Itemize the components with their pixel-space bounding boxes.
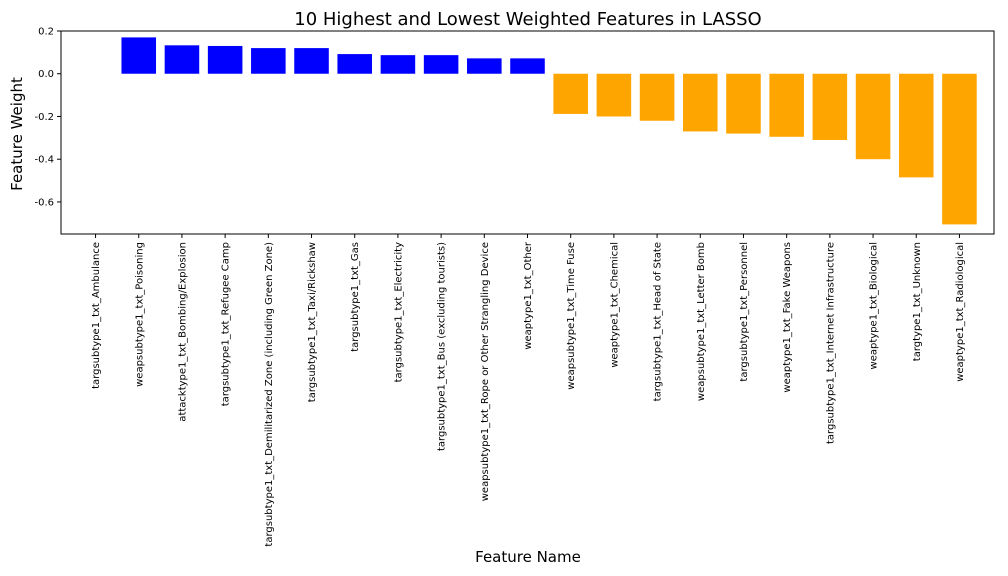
bar — [812, 73, 848, 140]
x-tick-label: weaptype1_txt_Chemical — [609, 242, 620, 368]
x-tick-label: weapsubtype1_txt_Time Fuse — [566, 242, 577, 390]
bar — [423, 55, 459, 74]
x-tick-label: targsubtype1_txt_Head of State — [653, 242, 664, 401]
x-tick-label: targsubtype1_txt_Demilitarized Zone (inc… — [264, 242, 275, 547]
y-tick-label: -0.2 — [34, 112, 54, 123]
x-tick-label: weaptype1_txt_Fake Weapons — [782, 242, 793, 393]
bar — [855, 73, 891, 160]
x-tick-label: attacktype1_txt_Bombing/Explosion — [177, 242, 188, 422]
x-tick-label: targtype1_txt_Unknown — [912, 242, 923, 361]
bar — [380, 55, 416, 74]
y-tick-label: -0.6 — [34, 197, 54, 208]
bar — [467, 58, 502, 74]
chart-title: 10 Highest and Lowest Weighted Features … — [294, 9, 761, 30]
x-tick-label: targsubtype1_txt_Personnel — [739, 242, 750, 382]
bar — [726, 73, 761, 134]
bar — [596, 73, 632, 117]
plot-area: targsubtype1_txt_Ambulance weapsubtype1_t… — [34, 27, 977, 547]
x-tick-label: targsubtype1_txt_Ambulance — [91, 242, 102, 389]
x-tick-label: weaptype1_txt_Biological — [869, 242, 880, 369]
x-tick-label: targsubtype1_txt_Gas — [350, 242, 361, 352]
bar — [898, 73, 934, 178]
y-tick-label: 0.0 — [38, 69, 54, 80]
y-tick-label: -0.4 — [34, 155, 54, 166]
x-tick-label: weaptype1_txt_Other — [523, 241, 534, 350]
x-tick-label: weaptype1_txt_Radiological — [955, 242, 966, 382]
bar — [121, 37, 157, 74]
x-tick-label: targsubtype1_txt_Electricity — [393, 242, 404, 382]
bar — [683, 73, 718, 132]
bar — [769, 73, 804, 137]
bar — [510, 58, 545, 74]
bar — [164, 45, 200, 74]
y-axis-label: Feature Weight — [8, 77, 26, 191]
x-tick-label: targsubtype1_txt_Bus (excluding tourists… — [437, 242, 448, 451]
x-tick-label: weapsubtype1_txt_Rope or Other Stranglin… — [480, 242, 491, 501]
bar — [942, 73, 977, 225]
bar — [207, 45, 243, 74]
bar — [553, 73, 588, 114]
axes-frame — [60, 30, 995, 235]
bar — [639, 73, 675, 121]
bar — [251, 48, 286, 74]
x-axis-label: Feature Name — [475, 548, 581, 566]
x-tick-label: targsubtype1_txt_Internet Infrastructure — [825, 242, 836, 444]
y-tick-label: 0.2 — [38, 27, 54, 38]
bar — [337, 54, 372, 74]
bar — [294, 48, 329, 74]
x-tick-label: weapsubtype1_txt_Poisoning — [134, 242, 145, 387]
x-tick-label: weapsubtype1_txt_Letter Bomb — [696, 242, 707, 401]
x-tick-label: targsubtype1_txt_Refugee Camp — [221, 242, 232, 406]
x-tick-label: targsubtype1_txt_Taxi/Rickshaw — [307, 242, 318, 402]
